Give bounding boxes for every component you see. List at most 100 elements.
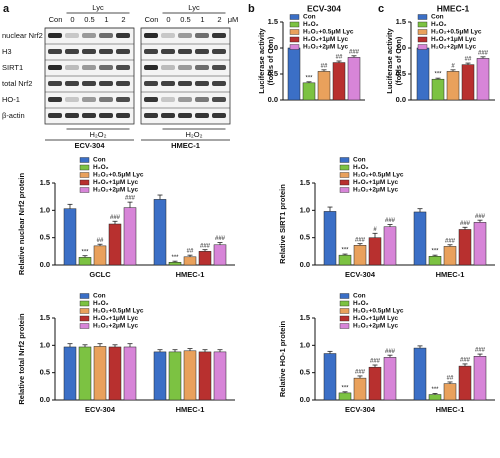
blot-band	[48, 65, 62, 70]
bar	[168, 351, 182, 401]
bar	[431, 78, 445, 101]
bar	[383, 226, 397, 266]
chart-title: ECV-304	[307, 3, 341, 13]
bar	[183, 256, 197, 266]
bar	[93, 346, 107, 401]
legend-label: H₂O₂+0.5μM Lyc	[93, 172, 144, 179]
legend-label: H₂O₂+0.5μM Lyc	[353, 172, 404, 179]
blot-band	[65, 113, 79, 118]
legend-swatch	[289, 21, 300, 28]
y-axis-label: Luciferase activity	[385, 27, 394, 93]
significance-label: ###	[445, 238, 456, 244]
bar	[473, 222, 487, 266]
y-tick-label: 0.0	[300, 395, 310, 404]
blot-band	[65, 33, 79, 38]
significance-label: ***	[341, 248, 349, 254]
y-axis-label: Luciferase activity	[257, 27, 266, 93]
bar	[287, 47, 301, 101]
significance-label: ###	[475, 348, 486, 354]
bar	[213, 244, 227, 266]
y-tick-label: 1.5	[300, 178, 310, 187]
y-tick-label: 0.0	[40, 395, 50, 404]
legend-swatch	[79, 323, 90, 329]
significance-label: ###	[110, 215, 121, 221]
bar	[153, 199, 167, 266]
blot-band	[116, 81, 130, 86]
significance-label: ##	[336, 55, 343, 61]
bar	[473, 356, 487, 401]
bar	[323, 353, 337, 401]
significance-label: ##	[187, 249, 194, 255]
blot-band	[82, 113, 96, 118]
blot-band	[195, 97, 209, 102]
bar	[123, 346, 137, 401]
dose-label: 1	[200, 15, 204, 24]
blot-band	[178, 113, 192, 118]
significance-label: ***	[431, 249, 439, 255]
legend-swatch	[79, 187, 90, 193]
bar	[368, 366, 382, 401]
legend-label: H₂O₂	[353, 300, 369, 307]
legend-swatch	[417, 36, 428, 43]
blot-band	[48, 81, 62, 86]
lyc-label: Lyc	[188, 3, 200, 12]
legend-swatch	[339, 179, 350, 186]
legend-label: H₂O₂+1μM Lyc	[353, 179, 398, 186]
y-tick-label: 1.0	[268, 43, 278, 52]
significance-label: ***	[305, 75, 313, 81]
dose-label: 0.5	[180, 15, 190, 24]
y-tick-label: 1.0	[300, 205, 310, 214]
legend-label: H₂O₂	[353, 164, 369, 171]
y-axis-label: (folds of Con)	[394, 36, 403, 85]
dose-label: 0	[166, 15, 170, 24]
blot-row-label: nuclear Nrf2	[2, 31, 43, 40]
bar	[168, 262, 182, 266]
legend-label: H₂O₂+2μM Lyc	[303, 44, 348, 51]
y-tick-label: 1.0	[300, 340, 310, 349]
legend-swatch	[289, 36, 300, 43]
blot-band	[161, 81, 175, 86]
y-axis-label: (folds of Con)	[266, 36, 275, 85]
y-tick-label: 1.0	[40, 205, 50, 214]
y-tick-label: 1.5	[40, 313, 50, 322]
panel-letter: c	[378, 3, 384, 15]
blot-band	[99, 97, 113, 102]
dose-label: 0.5	[84, 15, 94, 24]
blot-band	[212, 81, 226, 86]
y-tick-label: 0.5	[40, 368, 50, 377]
significance-label: ##	[321, 63, 328, 69]
legend-swatch	[79, 172, 90, 178]
blot-band	[178, 97, 192, 102]
legend-swatch	[417, 14, 428, 20]
blot-band	[212, 97, 226, 102]
bar	[476, 58, 490, 101]
legend-label: H₂O₂+1μM Lyc	[353, 315, 398, 322]
bar	[78, 257, 92, 266]
lane-label: Con	[145, 15, 159, 24]
blot-band	[161, 33, 175, 38]
y-tick-label: 0.5	[300, 233, 310, 242]
blot-band	[116, 49, 130, 54]
y-tick-label: 1.5	[396, 17, 406, 26]
blot-band	[212, 113, 226, 118]
dose-label: 1	[104, 15, 108, 24]
significance-label: ***	[171, 255, 179, 261]
significance-label: ###	[125, 196, 136, 202]
blot-band	[195, 65, 209, 70]
legend-swatch	[289, 29, 300, 35]
legend-swatch	[417, 44, 428, 50]
blot-band	[195, 113, 209, 118]
significance-label: ###	[385, 218, 396, 224]
blot-band	[161, 113, 175, 118]
bar	[347, 57, 361, 101]
blot-band	[178, 49, 192, 54]
y-axis-label: Relative total Nrf2 protein	[17, 313, 26, 405]
bar	[153, 351, 167, 401]
blot-band	[161, 97, 175, 102]
panel-letter: b	[248, 3, 255, 15]
lane-label: Con	[49, 15, 63, 24]
blot-band	[116, 33, 130, 38]
bar	[413, 347, 427, 401]
significance-label: #	[451, 63, 455, 69]
bar	[443, 246, 457, 266]
